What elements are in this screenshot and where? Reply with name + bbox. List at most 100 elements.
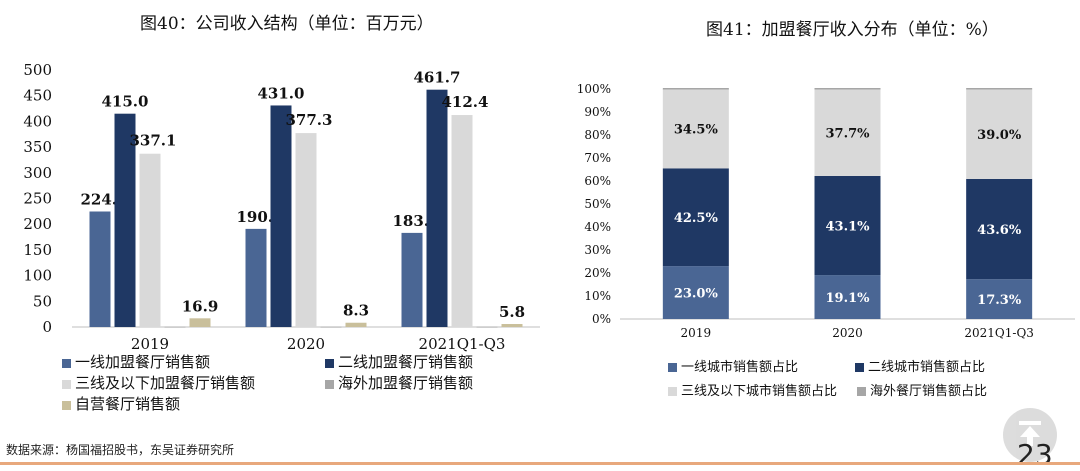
chart2-data-label: 43.6%: [977, 223, 1022, 238]
chart1-bar: [139, 153, 161, 327]
legend-swatch: [855, 363, 864, 372]
chart2-franchise-distribution: 0% 10% 20% 30% 40% 50% 60% 70% 80% 90% 100% 23.0% 42…: [577, 82, 1075, 340]
chart2-xtick: 2021Q1-Q3: [964, 326, 1034, 340]
chart1-bar: [164, 326, 186, 328]
chart2-ytick: 90%: [584, 105, 611, 119]
arrow-up-icon: [1019, 421, 1041, 446]
legend-label: 二线加盟餐厅销售额: [338, 353, 474, 371]
chart2-bar-segment: [814, 275, 881, 319]
chart1-bar: [401, 232, 423, 327]
chart1-data-label: 8.3: [343, 302, 369, 320]
chart1-ytick: 250: [23, 190, 52, 208]
legend-label: 一线城市销售额占比: [681, 360, 799, 375]
legend-swatch: [857, 387, 866, 396]
chart2-overseas-segment: [662, 88, 729, 90]
legend-swatch: [62, 379, 71, 389]
chart2-xtick: 2019: [681, 326, 712, 340]
chart2-data-label: 42.5%: [674, 211, 719, 226]
chart1-xtick: 2019: [131, 335, 169, 353]
chart1-ytick: 500: [23, 61, 52, 79]
back-to-top-button[interactable]: [1003, 408, 1057, 462]
chart1-legend-item: 二线加盟餐厅销售额: [325, 352, 473, 373]
chart1-data-label: 337.1: [130, 132, 177, 150]
chart2-ytick: 50%: [584, 197, 611, 211]
chart2-overseas-segment: [966, 88, 1033, 90]
chart1-data-label: 5.8: [499, 303, 525, 321]
chart2-ytick: 30%: [584, 243, 611, 257]
chart1-bar: [476, 326, 498, 328]
legend-label: 海外加盟餐厅销售额: [338, 374, 474, 392]
chart1-ytick: 100: [23, 267, 52, 285]
chart2-bar-segment: [662, 168, 729, 267]
chart2-ytick: 70%: [584, 151, 611, 165]
chart1-bar: [345, 322, 367, 327]
chart1-ytick: 50: [33, 292, 52, 310]
chart2-data-label: 34.5%: [674, 123, 719, 138]
chart2-ytick: 20%: [584, 266, 611, 280]
chart1-legend-item: 三线及以下加盟餐厅销售额: [62, 373, 255, 394]
chart2-title: 图41：加盟餐厅收入分布（单位：%）: [706, 20, 999, 40]
bottom-divider: [0, 462, 1080, 465]
legend-label: 三线及以下加盟餐厅销售额: [75, 374, 256, 392]
chart2-data-label: 43.1%: [825, 220, 870, 235]
legend-swatch: [62, 400, 71, 410]
chart2-legend-item: 海外餐厅销售额占比: [857, 380, 987, 399]
chart1-ytick: 400: [23, 112, 52, 130]
chart2-ytick: 40%: [584, 220, 611, 234]
chart2-bar-segment: [662, 266, 729, 319]
chart1-ytick: 150: [23, 241, 52, 259]
chart1-ytick: 450: [23, 87, 52, 105]
chart1-ytick: 350: [23, 138, 52, 156]
chart2-data-label: 17.3%: [977, 293, 1022, 308]
chart2-legend-item: 三线及以下城市销售额占比: [668, 380, 837, 399]
legend-label: 海外餐厅销售额占比: [870, 384, 988, 399]
chart1-data-label: 461.7: [414, 69, 461, 87]
chart2-data-label: 19.1%: [825, 291, 870, 306]
chart2-data-label: 37.7%: [825, 127, 870, 142]
chart1-xtick: 2020: [287, 335, 325, 353]
legend-label: 一线加盟餐厅销售额: [75, 353, 211, 371]
chart1-data-label: 415.0: [102, 93, 149, 111]
chart2-ytick: 80%: [584, 128, 611, 142]
chart1-ytick: 200: [23, 215, 52, 233]
legend-swatch: [325, 358, 334, 368]
chart1-bar: [320, 326, 342, 328]
legend-swatch: [325, 379, 334, 389]
chart1-bar: [270, 105, 292, 327]
chart1-xtick: 2021Q1-Q3: [419, 335, 506, 353]
chart1-bar: [189, 318, 211, 327]
chart1-data-label: 16.9: [182, 297, 219, 315]
chart1-ytick: 300: [23, 164, 52, 182]
chart1-bar: [295, 133, 317, 327]
chart1-bar: [426, 89, 448, 327]
chart2-legend-item: 一线城市销售额占比: [668, 356, 798, 375]
chart1-revenue-structure: 050100150200250300350400450500224.7415.0…: [23, 61, 540, 353]
chart1-ytick: 0: [42, 318, 52, 336]
chart1-data-label: 377.3: [286, 111, 333, 129]
chart2-ytick: 100%: [577, 82, 611, 96]
chart2-legend-item: 二线城市销售额占比: [855, 356, 985, 375]
chart1-bar: [501, 324, 523, 327]
chart1-data-label: 431.0: [258, 84, 305, 102]
data-source-note: 数据来源：杨国福招股书，东吴证券研究所: [6, 443, 235, 457]
chart1-legend-item: 海外加盟餐厅销售额: [325, 373, 473, 394]
chart1-bar: [89, 211, 111, 327]
chart2-bar-segment: [662, 89, 729, 169]
chart2-ytick: 10%: [584, 289, 611, 303]
chart2-bar-segment: [966, 89, 1033, 179]
chart1-legend-item: 一线加盟餐厅销售额: [62, 352, 210, 373]
chart1-data-label: 412.4: [442, 93, 489, 111]
chart2-bar-segment: [966, 279, 1033, 319]
chart2-data-label: 23.0%: [674, 287, 719, 302]
legend-swatch: [62, 358, 71, 368]
chart2-ytick: 0%: [592, 312, 611, 326]
legend-label: 三线及以下城市销售额占比: [681, 384, 838, 399]
chart1-bar: [451, 115, 473, 327]
legend-label: 二线城市销售额占比: [868, 360, 986, 375]
chart1-legend-item: 自营餐厅销售额: [62, 394, 180, 415]
chart2-bar-segment: [814, 175, 881, 276]
chart1-bar: [245, 228, 267, 327]
chart2-xtick: 2020: [832, 326, 863, 340]
page-number: 23: [1017, 438, 1053, 471]
chart2-ytick: 60%: [584, 174, 611, 188]
